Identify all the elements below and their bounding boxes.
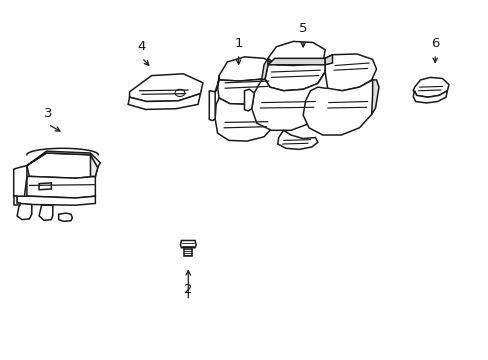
Polygon shape [244,89,254,111]
Polygon shape [267,41,325,66]
Text: 6: 6 [430,37,439,50]
Polygon shape [27,151,100,167]
Polygon shape [317,54,376,91]
Polygon shape [184,248,192,256]
Polygon shape [39,205,53,220]
Polygon shape [128,94,200,109]
Polygon shape [215,90,278,141]
Polygon shape [17,196,95,205]
Text: 4: 4 [137,40,146,53]
Polygon shape [371,80,378,114]
Polygon shape [129,74,203,102]
Polygon shape [215,76,219,92]
Polygon shape [27,153,98,178]
Polygon shape [251,72,327,130]
Polygon shape [17,203,32,220]
Polygon shape [219,57,274,81]
Text: 5: 5 [298,22,307,35]
Polygon shape [209,91,215,121]
Polygon shape [14,166,27,196]
Polygon shape [303,80,376,135]
Polygon shape [59,213,72,221]
Polygon shape [90,155,98,176]
Text: 1: 1 [234,37,243,50]
Polygon shape [277,130,317,149]
Polygon shape [412,91,447,103]
Polygon shape [267,58,325,65]
Polygon shape [261,58,267,80]
Text: 2: 2 [183,283,192,296]
Polygon shape [14,196,20,205]
Polygon shape [325,55,332,65]
Polygon shape [180,240,196,248]
Polygon shape [27,176,95,198]
Polygon shape [412,77,448,97]
Polygon shape [217,74,274,104]
Polygon shape [39,183,51,190]
Text: 3: 3 [43,107,52,120]
Polygon shape [264,58,325,91]
